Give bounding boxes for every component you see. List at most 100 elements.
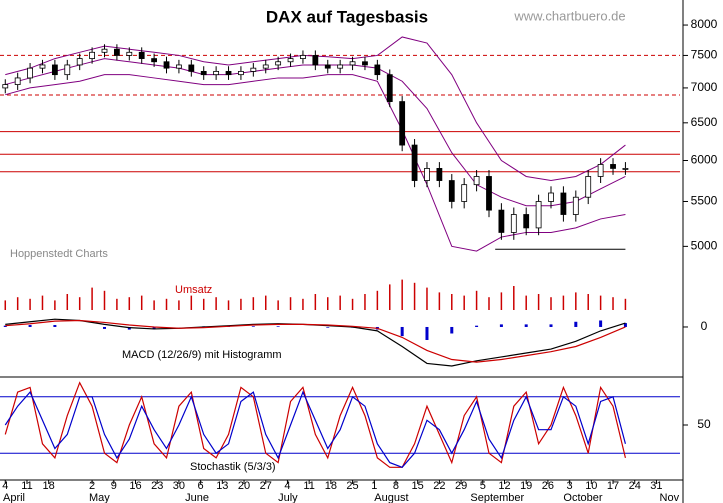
panel-title: Stochastik (5/3/3) [190,461,276,473]
y-tick-label: 6500 [691,115,718,129]
candle-body [399,101,406,146]
x-tick-label: 23 [151,480,163,492]
candle-body [225,70,232,76]
x-tick-label: 20 [238,480,250,492]
x-tick-label: 5 [480,480,486,492]
x-tick-label: 31 [650,480,662,492]
x-tick-label: 30 [173,480,185,492]
candle-body [324,64,331,69]
histogram-bar [251,326,255,327]
month-label: August [374,492,408,503]
candle-body [213,70,220,76]
candle-body [436,168,443,181]
candle-body [337,64,344,69]
candle-body [585,176,592,198]
x-tick-label: 15 [412,480,424,492]
candle-body [448,180,455,202]
candle-body [424,168,430,181]
candle-body [535,201,542,229]
histogram-bar [276,326,280,327]
histogram-bar [549,324,553,327]
histogram-bar [499,324,503,327]
histogram-bar [623,323,627,327]
month-label: April [3,492,25,503]
bollinger-band [5,74,626,252]
y-tick-label: 50 [697,417,711,431]
candle-body [200,70,207,76]
x-tick-label: 24 [629,480,641,492]
candle-body [126,51,133,56]
candle-body [176,64,182,69]
histogram-bar [152,326,156,329]
histogram-bar [425,326,429,340]
source: www.chartbuero.de [513,8,625,23]
x-tick-label: 6 [198,480,204,492]
candle-body [250,67,257,72]
credit: Hoppenstedt Charts [10,248,108,260]
x-tick-label: 13 [216,480,228,492]
candle-body [312,55,319,66]
x-tick-label: 22 [433,480,445,492]
x-tick-label: 17 [607,480,619,492]
month-label: June [185,492,209,503]
x-tick-label: 18 [43,480,55,492]
candle-body [362,61,368,66]
candle-body [138,51,145,59]
histogram-bar [3,325,7,327]
candle-body [113,48,120,56]
x-tick-label: 11 [303,480,314,492]
x-tick-label: 1 [371,480,377,492]
x-tick-label: 25 [346,480,358,492]
candle-body [510,214,517,233]
candle-body [76,58,83,66]
candle-body [374,64,381,76]
candle-body [14,77,21,85]
candle-body [163,61,170,69]
histogram-bar [28,325,32,327]
indicator-line [4,390,627,469]
candle-body [27,67,33,79]
month-label: September [470,492,524,503]
candle-body [39,64,46,69]
candle-body [473,176,480,186]
x-tick-label: 16 [129,480,141,492]
candle-body [486,176,492,211]
candle-body [287,58,294,63]
month-label: May [89,492,110,503]
month-label: Nov [660,492,680,503]
histogram-bar [475,325,479,327]
candle-body [64,64,71,76]
histogram-bar [400,326,404,337]
candle-body [572,196,579,215]
x-tick-label: 8 [393,480,399,492]
y-tick-label: 6000 [691,153,718,167]
histogram-bar [599,320,603,327]
x-tick-label: 3 [567,480,573,492]
x-tick-label: 4 [2,480,8,492]
candle-body [548,192,554,202]
x-tick-label: 10 [585,480,597,492]
y-tick-label: 7000 [691,80,718,94]
histogram-bar [53,325,57,327]
candle-body [238,70,244,76]
y-tick-label: 7500 [691,48,718,62]
histogram-bar [450,326,454,334]
chart-title: DAX auf Tagesbasis [266,7,428,26]
candle-body [188,64,195,72]
y-tick-label: 5000 [691,239,718,253]
candle-body [101,48,108,53]
x-tick-label: 19 [520,480,532,492]
candle-body [411,144,418,181]
candle-body [262,64,269,69]
month-label: October [563,492,602,503]
candle-body [275,61,282,66]
x-tick-label: 12 [498,480,510,492]
x-tick-label: 4 [284,480,290,492]
y-tick-label: 0 [701,319,708,333]
histogram-bar [127,326,131,330]
indicator-line [5,319,626,363]
indicator-line [4,381,627,468]
candle-body [386,74,393,102]
